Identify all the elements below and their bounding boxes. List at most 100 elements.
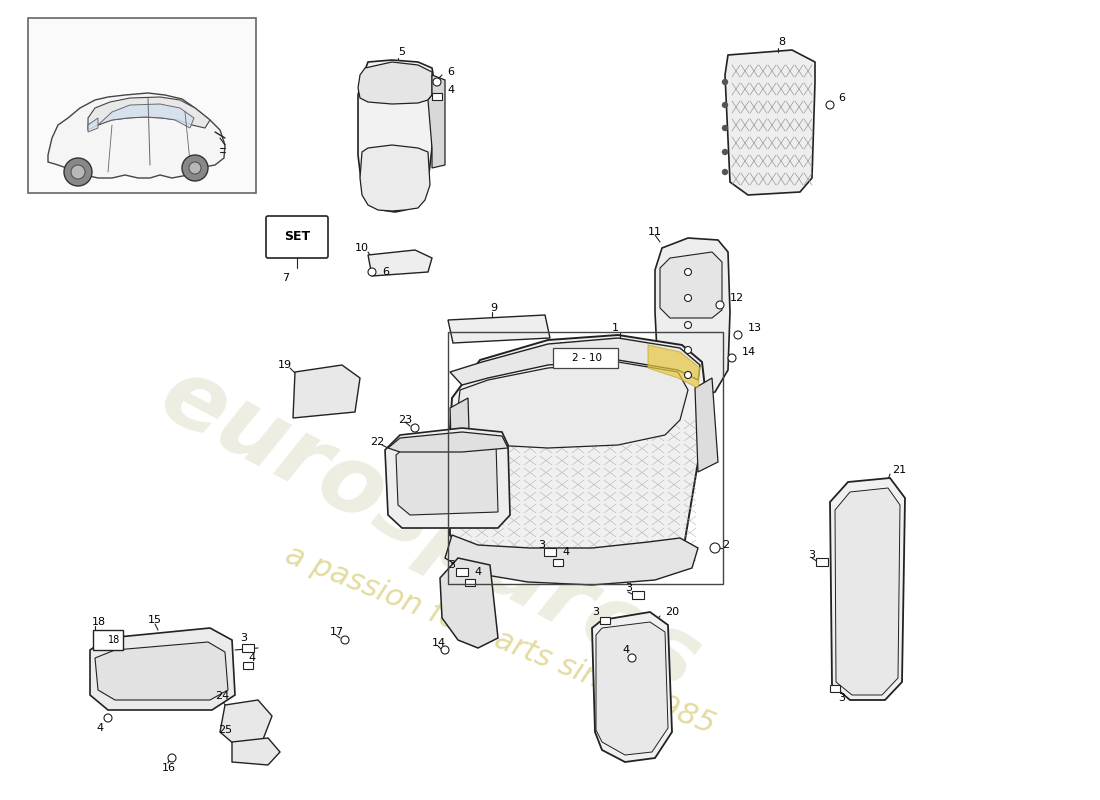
- Circle shape: [723, 150, 727, 154]
- Polygon shape: [448, 315, 550, 343]
- Circle shape: [433, 78, 441, 86]
- Bar: [553, 559, 563, 566]
- Circle shape: [684, 371, 692, 378]
- Polygon shape: [368, 250, 432, 276]
- Polygon shape: [220, 700, 272, 745]
- Polygon shape: [695, 378, 718, 472]
- Polygon shape: [660, 252, 722, 318]
- Bar: [816, 558, 828, 566]
- Text: 4: 4: [96, 723, 103, 733]
- Polygon shape: [662, 390, 692, 455]
- Text: 5: 5: [398, 47, 405, 57]
- Circle shape: [72, 165, 85, 179]
- Polygon shape: [458, 362, 688, 448]
- Text: 3: 3: [240, 633, 248, 643]
- Polygon shape: [396, 440, 498, 515]
- Polygon shape: [98, 104, 194, 128]
- Text: 20: 20: [666, 607, 679, 617]
- Polygon shape: [48, 93, 225, 178]
- Circle shape: [168, 754, 176, 762]
- Polygon shape: [450, 338, 700, 385]
- Circle shape: [368, 268, 376, 276]
- Text: 3: 3: [538, 540, 544, 550]
- Text: 13: 13: [748, 323, 762, 333]
- Text: 2: 2: [722, 540, 729, 550]
- Bar: [544, 548, 556, 556]
- Text: 4: 4: [621, 645, 629, 655]
- Circle shape: [684, 294, 692, 302]
- Circle shape: [723, 102, 727, 107]
- Text: 3: 3: [808, 550, 815, 560]
- Circle shape: [826, 101, 834, 109]
- Text: 3: 3: [592, 607, 600, 617]
- Text: 6: 6: [447, 67, 454, 77]
- Bar: [465, 579, 475, 586]
- Text: 12: 12: [730, 293, 744, 303]
- Text: 15: 15: [148, 615, 162, 625]
- Text: 4: 4: [447, 85, 454, 95]
- Text: 23: 23: [398, 415, 412, 425]
- Polygon shape: [596, 622, 668, 755]
- Text: 19: 19: [278, 360, 293, 370]
- Circle shape: [723, 79, 727, 85]
- Polygon shape: [95, 642, 228, 700]
- Bar: [28, 18, 256, 193]
- Text: 7: 7: [282, 273, 289, 283]
- Text: 4: 4: [474, 567, 481, 577]
- Circle shape: [728, 354, 736, 362]
- Text: eurospares: eurospares: [144, 349, 715, 711]
- Text: 1: 1: [612, 323, 619, 333]
- Circle shape: [189, 162, 201, 174]
- Polygon shape: [360, 145, 430, 211]
- Text: 14: 14: [432, 638, 447, 648]
- Polygon shape: [232, 738, 280, 765]
- Text: 16: 16: [162, 763, 176, 773]
- Bar: [830, 685, 840, 692]
- Text: 3: 3: [448, 560, 455, 570]
- Bar: [243, 662, 253, 669]
- Polygon shape: [88, 118, 98, 132]
- Polygon shape: [440, 558, 498, 648]
- Text: 14: 14: [742, 347, 756, 357]
- Text: 6: 6: [838, 93, 845, 103]
- Text: 2 - 10: 2 - 10: [572, 353, 602, 363]
- Circle shape: [734, 331, 742, 339]
- Text: 18: 18: [108, 635, 120, 645]
- Text: 3: 3: [625, 583, 632, 593]
- Polygon shape: [830, 478, 905, 700]
- Bar: [600, 617, 610, 624]
- Text: 11: 11: [648, 227, 662, 237]
- Polygon shape: [648, 345, 700, 388]
- Polygon shape: [358, 62, 432, 104]
- Text: 6: 6: [382, 267, 389, 277]
- Circle shape: [684, 346, 692, 354]
- Circle shape: [710, 543, 720, 553]
- Polygon shape: [388, 432, 508, 452]
- Text: 3: 3: [838, 693, 845, 703]
- Text: 24: 24: [214, 691, 229, 701]
- Polygon shape: [428, 75, 446, 168]
- Text: 9: 9: [490, 303, 497, 313]
- Polygon shape: [725, 50, 815, 195]
- Text: 8: 8: [778, 37, 785, 47]
- Polygon shape: [446, 535, 698, 585]
- Polygon shape: [358, 60, 434, 212]
- Circle shape: [628, 654, 636, 662]
- Bar: [94, 630, 123, 650]
- Circle shape: [64, 158, 92, 186]
- Text: 4: 4: [562, 547, 569, 557]
- Bar: [456, 568, 468, 576]
- Text: a passion for parts since 1985: a passion for parts since 1985: [280, 540, 719, 740]
- Text: 10: 10: [355, 243, 368, 253]
- Text: SET: SET: [284, 230, 310, 243]
- Text: 18: 18: [92, 617, 106, 627]
- Circle shape: [684, 322, 692, 329]
- Circle shape: [182, 155, 208, 181]
- Circle shape: [716, 301, 724, 309]
- Polygon shape: [592, 612, 672, 762]
- Bar: [432, 93, 442, 100]
- Polygon shape: [90, 628, 235, 710]
- Polygon shape: [293, 365, 360, 418]
- Polygon shape: [654, 238, 730, 398]
- Bar: [632, 591, 644, 599]
